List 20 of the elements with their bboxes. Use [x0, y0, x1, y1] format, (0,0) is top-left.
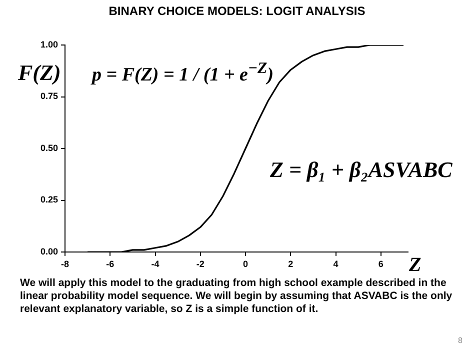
- chart-title: BINARY CHOICE MODELS: LOGIT ANALYSIS: [108, 4, 366, 18]
- x-tick-label: -4: [151, 258, 160, 269]
- x-tick-label: 6: [378, 258, 384, 269]
- x-tick-label: -2: [196, 258, 204, 269]
- x-axis-title: Z: [409, 254, 422, 277]
- text: 8: [458, 336, 462, 345]
- y-tick-label: 0.50: [40, 142, 58, 153]
- y-tick-label: 0.75: [40, 91, 58, 102]
- x-tick-label: 0: [243, 258, 248, 269]
- y-axis-title: F(Z): [18, 60, 61, 86]
- y-tick-label: 0.00: [40, 246, 58, 256]
- annotation: p = F(Z) = 1 / (1 + e$^{−Z}$): [92, 60, 274, 86]
- x-tick-label: 2: [288, 258, 294, 269]
- x-tick-label: -6: [106, 258, 114, 269]
- annotation: Z = β₁ + β₂ASVABC: [270, 157, 452, 183]
- y-tick-label: 0.25: [40, 194, 58, 205]
- x-tick-label: 4: [333, 258, 338, 269]
- text: We will apply this model to the graduating from high school example described in the linear probability model sequence. We will begin by assuming that ASVABC is the only relevant explanatory variable, so Z is a simple function of it.: [20, 277, 454, 316]
- x-tick-label: -8: [60, 258, 70, 269]
- y-tick-label: 1.00: [40, 39, 58, 50]
